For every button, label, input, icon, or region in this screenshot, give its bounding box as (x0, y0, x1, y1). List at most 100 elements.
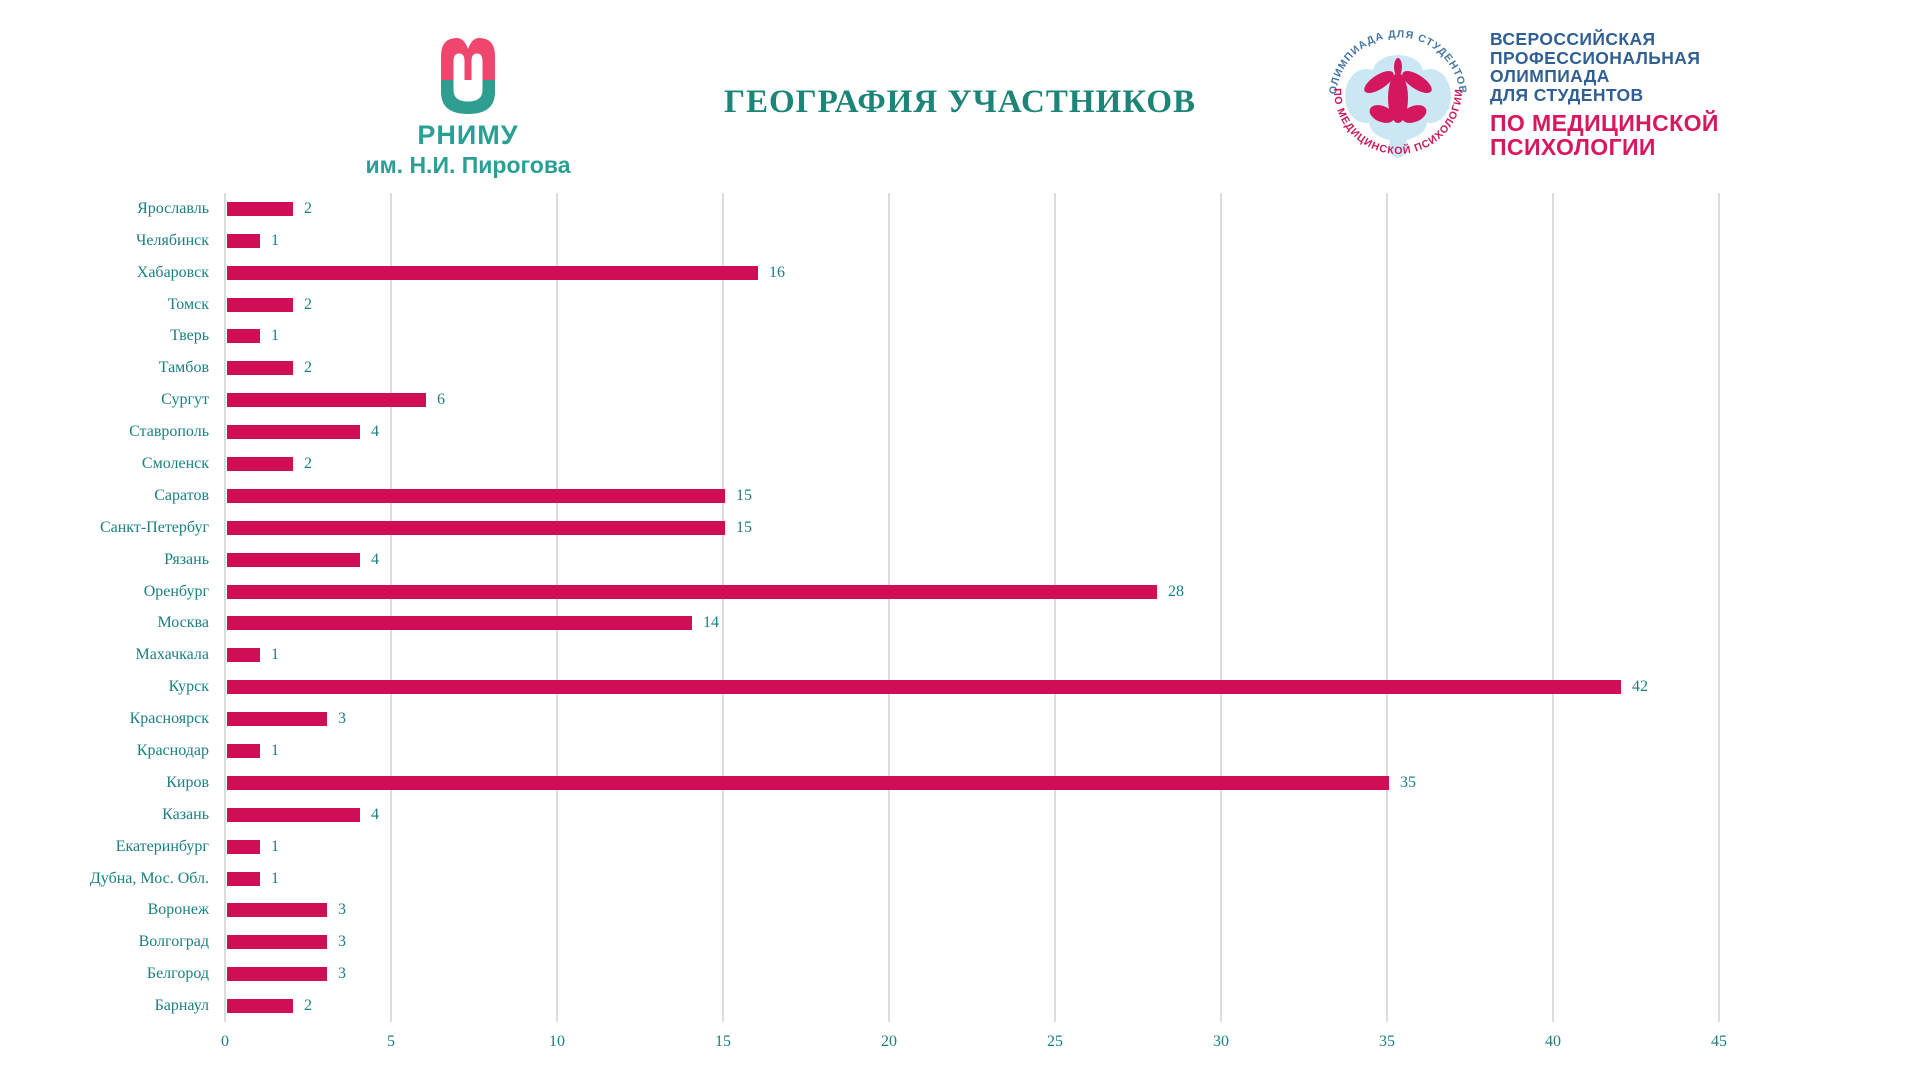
bar (227, 999, 293, 1013)
bar-value-label: 3 (338, 901, 346, 918)
category-label: Воронеж (147, 901, 209, 918)
bar-value-label: 1 (271, 838, 279, 855)
category-label: Волгоград (138, 933, 209, 950)
bar (227, 553, 360, 567)
category-label: Красноярск (129, 710, 209, 727)
logo-u-shape (441, 80, 495, 114)
gridline (722, 193, 724, 1022)
category-label: Ставрополь (129, 423, 209, 440)
olympiad-text-line: ДЛЯ СТУДЕНТОВ (1490, 84, 1644, 105)
bar-value-label: 4 (371, 423, 379, 440)
olympiad-text-line: ОЛИМПИАДА (1490, 66, 1610, 86)
bar-value-label: 2 (304, 359, 312, 376)
bar (227, 298, 293, 312)
bar-value-label: 2 (304, 997, 312, 1014)
gridline (224, 193, 226, 1022)
bar (227, 202, 293, 216)
bar-value-label: 3 (338, 710, 346, 727)
category-label: Саратов (154, 487, 209, 504)
bar-value-label: 4 (371, 551, 379, 568)
olympiad-text-line: ПРОФЕССИОНАЛЬНАЯ (1490, 47, 1701, 68)
logo-m-shape (441, 38, 495, 80)
rnimu-logo: РНИМУ им. Н.И. Пирогова (338, 36, 598, 179)
x-tick-label: 40 (1545, 1033, 1561, 1050)
gridline (1054, 193, 1056, 1022)
x-tick-label: 10 (549, 1033, 565, 1050)
bar-value-label: 2 (304, 455, 312, 472)
category-label: Санкт-Петербуг (99, 519, 209, 536)
bar-value-label: 1 (271, 232, 279, 249)
x-tick-label: 35 (1379, 1033, 1395, 1050)
bar (227, 393, 426, 407)
olympiad-logo-text: ВСЕРОССИЙСКАЯ ПРОФЕССИОНАЛЬНАЯ ОЛИМПИАДА… (1490, 30, 1719, 159)
bar (227, 234, 260, 248)
category-label: Ярославль (137, 200, 209, 217)
bar (227, 616, 692, 630)
page-title: ГЕОГРАФИЯ УЧАСТНИКОВ (723, 84, 1197, 120)
bar-value-label: 6 (437, 391, 445, 408)
category-label: Барнаул (154, 997, 209, 1014)
category-label: Оренбург (143, 583, 209, 600)
bar-value-label: 2 (304, 200, 312, 217)
bar-value-label: 3 (338, 965, 346, 982)
category-label: Казань (162, 806, 209, 823)
category-label: Махачкала (135, 646, 209, 663)
bar (227, 425, 360, 439)
gridline (556, 193, 558, 1022)
bar-value-label: 3 (338, 933, 346, 950)
rnimu-logo-subtitle: им. Н.И. Пирогова (365, 152, 571, 178)
bar (227, 585, 1157, 599)
x-tick-label: 25 (1047, 1033, 1063, 1050)
olympiad-text-line-accent: ПО МЕДИЦИНСКОЙ (1490, 110, 1719, 136)
category-label: Сургут (161, 391, 209, 408)
x-tick-label: 5 (387, 1033, 395, 1050)
olympiad-text-line-accent: ПСИХОЛОГИИ (1490, 134, 1656, 160)
olympiad-text-line: ВСЕРОССИЙСКАЯ (1490, 29, 1656, 49)
bar (227, 967, 327, 981)
bar (227, 489, 725, 503)
bar (227, 840, 260, 854)
bar-value-label: 16 (769, 264, 785, 281)
category-label: Курск (168, 678, 209, 695)
bar-value-label: 1 (271, 646, 279, 663)
category-label: Киров (166, 774, 209, 791)
category-label: Хабаровск (136, 264, 209, 281)
bar-value-label: 4 (371, 806, 379, 823)
gridline (1386, 193, 1388, 1022)
x-tick-label: 45 (1711, 1033, 1727, 1050)
category-label: Тверь (170, 327, 209, 344)
category-label: Челябинск (136, 232, 209, 249)
bar (227, 712, 327, 726)
gridline (888, 193, 890, 1022)
category-label: Белгород (146, 965, 209, 982)
bar-value-label: 35 (1400, 774, 1416, 791)
category-label: Краснодар (136, 742, 209, 759)
bar (227, 329, 260, 343)
x-tick-label: 0 (221, 1033, 229, 1050)
bar-value-label: 42 (1632, 678, 1648, 695)
category-label: Смоленск (141, 455, 209, 472)
category-label: Дубна, Мос. Обл. (89, 870, 209, 887)
category-label: Томск (167, 296, 209, 313)
bar (227, 776, 1389, 790)
gridline (390, 193, 392, 1022)
bar (227, 457, 293, 471)
olympiad-emblem-icon: ОЛИМПИАДА ДЛЯ СТУДЕНТОВ ПО МЕДИЦИНСКОЙ П… (1327, 28, 1468, 158)
bar (227, 744, 260, 758)
bar (227, 903, 327, 917)
rnimu-logo-title: РНИМУ (417, 120, 519, 150)
bar (227, 935, 327, 949)
bar (227, 521, 725, 535)
bar-value-label: 15 (736, 519, 752, 536)
gridline (1552, 193, 1554, 1022)
category-label: Москва (157, 614, 209, 631)
bar (227, 808, 360, 822)
category-label: Рязань (164, 551, 209, 568)
bar-value-label: 1 (271, 327, 279, 344)
bar (227, 361, 293, 375)
x-tick-label: 20 (881, 1033, 897, 1050)
bar (227, 872, 260, 886)
bar-value-label: 1 (271, 870, 279, 887)
category-label: Екатеринбург (115, 838, 209, 855)
